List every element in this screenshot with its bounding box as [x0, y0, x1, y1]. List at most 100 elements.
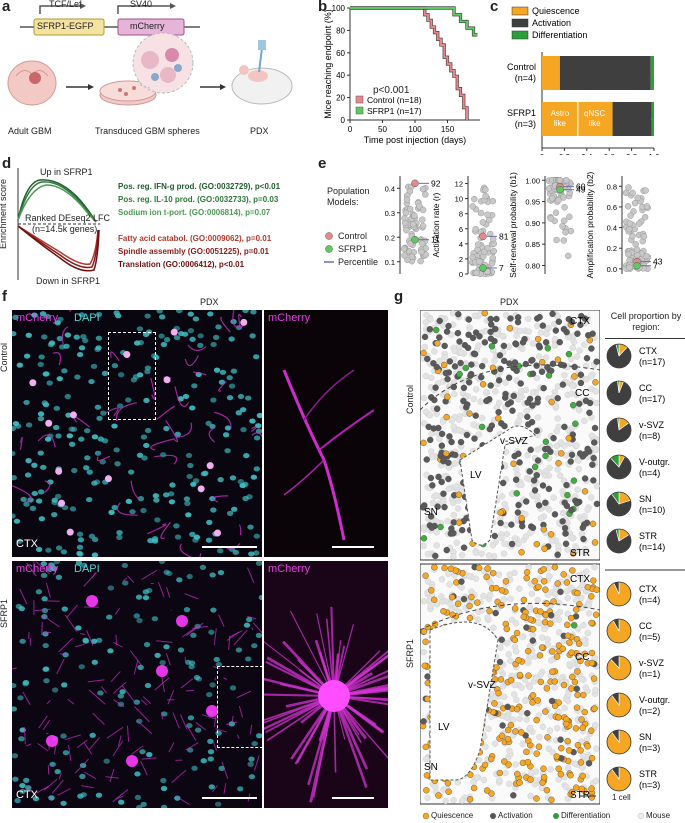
- mouse-cell: [527, 792, 534, 800]
- nucleus: [73, 334, 80, 340]
- e-dot: [417, 257, 424, 265]
- mouse-cell: [512, 761, 519, 768]
- mouse-cell: [486, 591, 494, 598]
- tumor-cell: [512, 728, 519, 735]
- nucleus: [212, 334, 220, 341]
- mouse-cell: [513, 466, 520, 473]
- e-dot: [471, 195, 478, 203]
- gsea-plot: [17, 168, 100, 280]
- mouse-cell: [451, 390, 458, 398]
- tumor-cell: [455, 311, 462, 318]
- nucleus: [64, 393, 72, 400]
- mouse-cell: [561, 371, 568, 379]
- pie-n: (n=1): [639, 669, 660, 679]
- tumor-cell: [539, 322, 547, 329]
- tumor-cell: [540, 774, 548, 781]
- mouse-cell: [436, 435, 443, 443]
- mouse-cell: [535, 353, 543, 360]
- nucleus: [95, 792, 103, 798]
- mcherry-process: [161, 675, 165, 693]
- mcherry-process: [150, 377, 156, 400]
- mouse-cell: [569, 660, 576, 667]
- e-dot: [640, 233, 648, 240]
- g-row-control: Control: [405, 384, 415, 414]
- mouse-cell: [588, 432, 596, 440]
- mouse-cell: [517, 412, 524, 419]
- nucleus: [185, 512, 192, 518]
- tumor-cell: [431, 396, 438, 404]
- mcherry-process: [64, 734, 81, 741]
- nucleus: [136, 804, 143, 808]
- nucleus: [29, 505, 37, 512]
- nucleus: [210, 507, 217, 513]
- mouse-cell: [484, 614, 491, 621]
- e-tick-label: 12: [455, 180, 463, 189]
- tumor-cell: [533, 716, 540, 724]
- tumor-cell: [579, 724, 586, 732]
- pie-outline: [606, 655, 632, 681]
- pie-n: (n=17): [639, 394, 665, 404]
- tumor-cell: [588, 593, 595, 600]
- pie-n: (n=10): [639, 505, 665, 515]
- tumor-cell: [565, 350, 573, 358]
- legend-label-1: Activation: [532, 18, 571, 28]
- e-dot: [480, 248, 488, 256]
- mcherry-process: [226, 631, 240, 641]
- tumor-cell: [423, 456, 430, 463]
- nucleus: [37, 450, 44, 456]
- mcherry-process: [247, 567, 255, 584]
- mcherry-process: [127, 575, 135, 584]
- mcherry-process: [112, 681, 127, 694]
- pie-label: v-SVZ: [639, 658, 665, 668]
- mouse-cell: [547, 766, 554, 773]
- region-lv: LV: [470, 470, 482, 481]
- nucleus: [45, 547, 52, 553]
- tumor-cell: [538, 368, 546, 375]
- e-dot: [566, 213, 573, 220]
- tumor-cell: [554, 356, 562, 363]
- tumor-cell: [515, 656, 522, 664]
- nucleus: [160, 804, 168, 808]
- nucleus: [185, 452, 193, 459]
- tumor-cell: [434, 503, 441, 510]
- nucleus: [94, 346, 101, 353]
- mouse-cell: [424, 794, 431, 801]
- mcherry-process: [165, 653, 171, 666]
- y-tick-label: 0: [341, 116, 346, 125]
- mouse-cell: [582, 545, 589, 553]
- tumor-cell: [499, 722, 506, 729]
- tumor-cell: [524, 413, 531, 421]
- tumor-cell: [554, 580, 561, 587]
- tumor-cell: [569, 567, 576, 574]
- mcherry-process: [51, 779, 64, 794]
- tumor-cell: [427, 474, 435, 482]
- panel-label-a: a: [2, 0, 11, 15]
- nucleus: [235, 647, 243, 653]
- mcherry-process: [104, 407, 119, 417]
- nucleus: [77, 537, 85, 543]
- mouse-cell: [575, 406, 583, 414]
- mcherry-cell: [29, 379, 37, 387]
- tumor-cell: [505, 726, 512, 734]
- mcherry-process: [106, 726, 124, 739]
- mouse-cell: [502, 379, 509, 386]
- mouse-cell: [539, 723, 547, 731]
- pie-n: (n=14): [639, 542, 665, 552]
- mcherry-process: [23, 727, 26, 745]
- mouse-cell: [511, 535, 519, 542]
- mouse-cell: [564, 594, 571, 602]
- mcherry-process: [96, 455, 111, 462]
- e-dot: [490, 235, 497, 243]
- mouse-cell: [427, 602, 434, 610]
- mcherry-process: [133, 659, 139, 675]
- tumor-cell: [590, 675, 598, 682]
- tumor-cell: [495, 415, 502, 422]
- nucleus: [95, 311, 103, 318]
- e-dot: [556, 177, 564, 184]
- x-tick-label: 150: [441, 125, 455, 134]
- cc-boundary-2: [420, 602, 600, 631]
- mouse-cell: [471, 312, 479, 319]
- tumor-cell: [519, 523, 526, 530]
- tumor-cell: [433, 326, 440, 334]
- e-tick-label: 0.6: [607, 203, 617, 212]
